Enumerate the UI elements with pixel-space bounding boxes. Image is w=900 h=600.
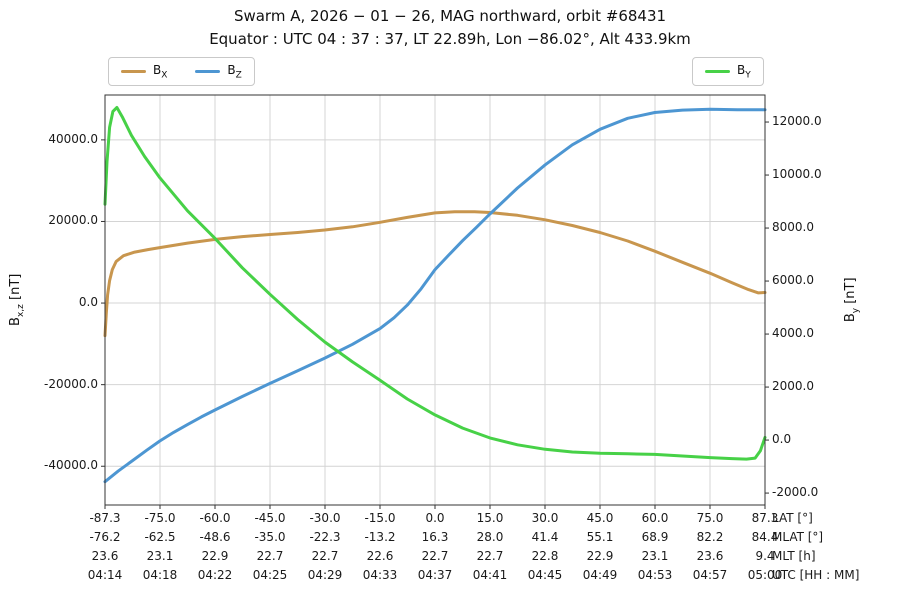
x-tick-label: 55.1 [586,530,614,544]
x-tick-label: -87.3 [89,511,121,525]
x-tick-label: -35.0 [254,530,286,544]
x-tick-label: 04:25 [252,568,288,582]
x-tick-label: -15.0 [364,511,396,525]
by-line-swatch [705,70,730,74]
left-y-tick-label: 20000.0 [48,213,98,228]
x-tick-label: 45.0 [586,511,614,525]
series-bx-line [103,210,767,338]
x-tick-label: 22.7 [421,549,449,563]
x-tick-label: -22.3 [309,530,341,544]
right-y-tick-label: 10000.0 [772,167,822,182]
legend-label-bx: BX [153,63,168,81]
x-tick-label: 82.2 [696,530,724,544]
x-tick-label: 41.4 [531,530,559,544]
x-tick-label: 04:18 [142,568,178,582]
series-bz-line [103,107,767,484]
x-row-label: MLAT [°] [772,530,824,544]
bx-line-swatch [121,70,146,74]
right-y-tick-label: 12000.0 [772,114,822,129]
x-tick-label: 75.0 [696,511,724,525]
x-tick-label: -45.0 [254,511,286,525]
x-tick-label: 04:37 [417,568,453,582]
x-tick-label: 23.1 [641,549,669,563]
legend-label-by: BY [737,63,751,81]
x-tick-label: -30.0 [309,511,341,525]
x-tick-label: 60.0 [641,511,669,525]
legend-label-bz: BZ [227,63,242,81]
x-tick-label: 0.0 [425,511,445,525]
x-tick-label: 22.7 [256,549,284,563]
legend-item-by: BY [705,63,751,80]
x-tick-label: -48.6 [199,530,231,544]
x-tick-label: 30.0 [531,511,559,525]
right-y-tick-label: 2000.0 [772,379,814,394]
x-tick-label: 22.6 [366,549,394,563]
x-tick-label: 04:22 [197,568,233,582]
x-tick-label: 05:00 [747,568,783,582]
x-tick-label: 28.0 [476,530,504,544]
x-tick-label: 23.6 [91,549,119,563]
x-tick-label: -62.5 [144,530,176,544]
x-tick-label: 23.6 [696,549,724,563]
x-tick-label: 04:49 [582,568,618,582]
x-tick-label: -60.0 [199,511,231,525]
x-row-label: UTC [HH : MM] [772,568,860,582]
series-by-line [103,106,767,461]
bz-line-swatch [195,70,221,74]
right-y-tick-label: 8000.0 [772,220,814,235]
x-tick-label: 22.9 [201,549,229,563]
x-row-label: LAT [°] [772,511,813,525]
left-y-tick-label: 40000.0 [48,131,98,146]
x-tick-label: 04:57 [692,568,728,582]
left-y-tick-label: -40000.0 [44,458,98,473]
right-y-tick-label: 4000.0 [772,326,814,341]
left-y-tick-label: 0.0 [78,295,98,310]
right-y-tick-label: 6000.0 [772,273,814,288]
x-tick-label: 22.9 [586,549,614,563]
x-tick-label: 22.7 [476,549,504,563]
chart-title: Swarm A, 2026 − 01 − 26, MAG northward, … [233,7,667,25]
right-y-tick-label: -2000.0 [772,485,819,500]
x-row-label: MLT [h] [772,549,816,563]
x-tick-label: 04:45 [527,568,563,582]
chart-subtitle: Equator : UTC 04 : 37 : 37, LT 22.89h, L… [209,30,691,48]
x-tick-label: 16.3 [421,530,449,544]
x-tick-label: 04:14 [87,568,123,582]
x-tick-label: 68.9 [641,530,669,544]
x-tick-label: 87.3 [751,511,779,525]
x-tick-label: 04:53 [637,568,673,582]
legend-item-bx: BX [121,63,167,80]
x-tick-label: 9.4 [755,549,775,563]
x-tick-label: 04:41 [472,568,508,582]
x-tick-label: 84.4 [751,530,779,544]
x-tick-label: 23.1 [146,549,174,563]
x-tick-label: -76.2 [89,530,121,544]
right-y-tick-label: 0.0 [772,432,792,447]
x-tick-label: 22.8 [531,549,559,563]
legend-left: BX BZ [108,57,255,87]
x-tick-label: -13.2 [364,530,396,544]
x-tick-label: 22.7 [311,549,339,563]
x-tick-label: -75.0 [144,511,176,525]
x-tick-label: 04:29 [307,568,343,582]
x-tick-label: 04:33 [362,568,398,582]
x-tick-label: 15.0 [476,511,504,525]
left-y-tick-label: -20000.0 [44,376,98,391]
legend-right: BY [692,57,764,87]
legend-item-bz: BZ [195,63,242,81]
